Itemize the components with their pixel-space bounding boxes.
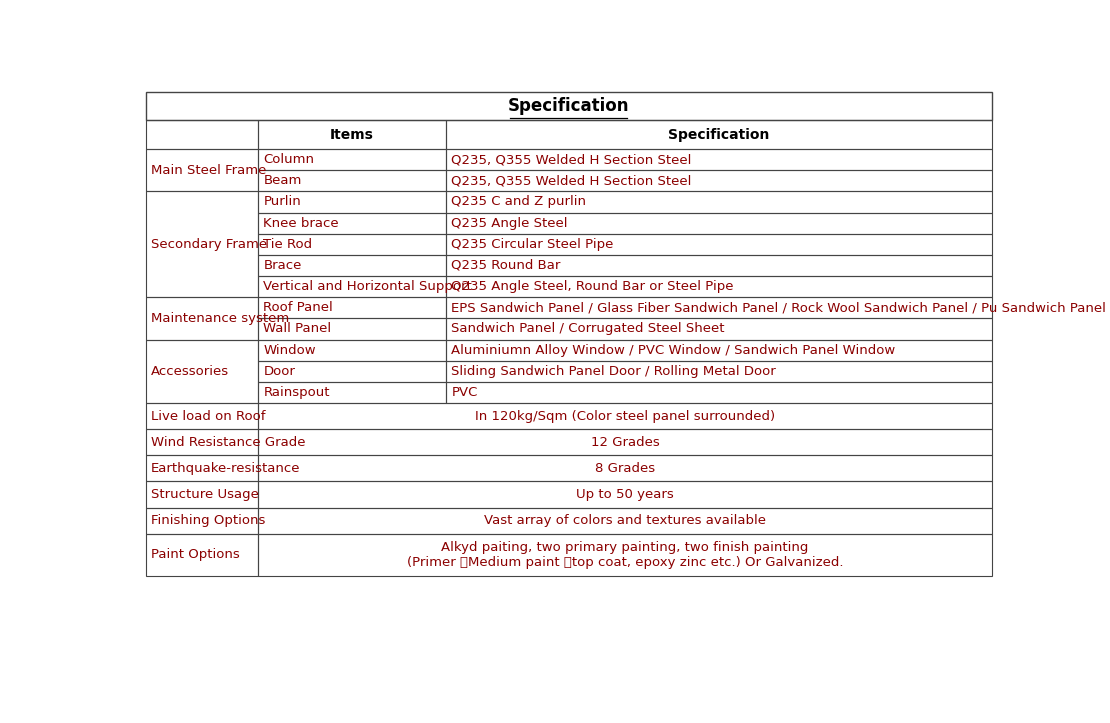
Bar xyxy=(446,255,992,276)
Text: Up to 50 years: Up to 50 years xyxy=(576,488,674,501)
Text: Secondary Frame: Secondary Frame xyxy=(151,238,266,251)
Text: Q235 Circular Steel Pipe: Q235 Circular Steel Pipe xyxy=(452,238,614,251)
Bar xyxy=(446,120,992,149)
Bar xyxy=(259,455,992,482)
Text: Wall Panel: Wall Panel xyxy=(263,322,332,335)
Bar xyxy=(145,149,259,192)
Text: Door: Door xyxy=(263,364,295,377)
Text: Alkyd paiting, two primary painting, two finish painting
(Primer 、Medium paint 、: Alkyd paiting, two primary painting, two… xyxy=(407,541,844,569)
Bar xyxy=(259,276,446,297)
Bar xyxy=(259,120,446,149)
Bar xyxy=(145,403,259,429)
Text: Specification: Specification xyxy=(668,128,770,142)
Text: Items: Items xyxy=(331,128,374,142)
Bar xyxy=(446,234,992,255)
Bar xyxy=(145,482,259,508)
Text: Rainspout: Rainspout xyxy=(263,386,330,399)
Bar xyxy=(446,361,992,382)
Bar xyxy=(259,149,446,171)
Text: Window: Window xyxy=(263,343,316,356)
Text: Q235 Round Bar: Q235 Round Bar xyxy=(452,259,561,272)
Text: Knee brace: Knee brace xyxy=(263,217,339,230)
Text: In 120kg/Sqm (Color steel panel surrounded): In 120kg/Sqm (Color steel panel surround… xyxy=(475,409,775,422)
Bar xyxy=(145,297,259,340)
Text: Column: Column xyxy=(263,153,314,166)
Bar xyxy=(145,93,992,120)
Text: Q235 Angle Steel: Q235 Angle Steel xyxy=(452,217,568,230)
Text: Aluminiumn Alloy Window / PVC Window / Sandwich Panel Window: Aluminiumn Alloy Window / PVC Window / S… xyxy=(452,343,896,356)
Bar xyxy=(259,534,992,576)
Text: Beam: Beam xyxy=(263,174,302,187)
Bar xyxy=(259,213,446,234)
Bar xyxy=(259,255,446,276)
Text: Accessories: Accessories xyxy=(151,364,229,377)
Bar xyxy=(446,297,992,318)
Text: Maintenance system: Maintenance system xyxy=(151,312,289,325)
Bar xyxy=(446,340,992,361)
Text: Brace: Brace xyxy=(263,259,302,272)
Bar xyxy=(259,297,446,318)
Bar xyxy=(259,508,992,534)
Text: Vast array of colors and textures available: Vast array of colors and textures availa… xyxy=(484,514,766,527)
Text: Q235, Q355 Welded H Section Steel: Q235, Q355 Welded H Section Steel xyxy=(452,153,692,166)
Bar xyxy=(145,508,259,534)
Bar xyxy=(259,340,446,361)
Text: Purlin: Purlin xyxy=(263,195,301,208)
Bar xyxy=(446,149,992,171)
Bar xyxy=(145,429,259,455)
Text: Wind Resistance Grade: Wind Resistance Grade xyxy=(151,436,305,449)
Bar xyxy=(446,192,992,213)
Bar xyxy=(259,361,446,382)
Text: Structure Usage: Structure Usage xyxy=(151,488,259,501)
Text: EPS Sandwich Panel / Glass Fiber Sandwich Panel / Rock Wool Sandwich Panel / Pu : EPS Sandwich Panel / Glass Fiber Sandwic… xyxy=(452,301,1110,315)
Bar xyxy=(259,382,446,403)
Bar xyxy=(145,340,259,403)
Text: PVC: PVC xyxy=(452,386,477,399)
Text: Paint Options: Paint Options xyxy=(151,548,240,561)
Bar xyxy=(446,318,992,340)
Bar xyxy=(145,192,259,297)
Text: Roof Panel: Roof Panel xyxy=(263,301,333,315)
Text: 8 Grades: 8 Grades xyxy=(595,462,655,475)
Text: Tie Rod: Tie Rod xyxy=(263,238,313,251)
Bar xyxy=(446,171,992,192)
Text: Earthquake-resistance: Earthquake-resistance xyxy=(151,462,301,475)
Bar xyxy=(259,234,446,255)
Bar xyxy=(145,455,259,482)
Bar xyxy=(259,171,446,192)
Text: Specification: Specification xyxy=(508,98,629,115)
Text: Live load on Roof: Live load on Roof xyxy=(151,409,265,422)
Bar xyxy=(259,403,992,429)
Bar xyxy=(446,213,992,234)
Text: 12 Grades: 12 Grades xyxy=(591,436,659,449)
Text: Q235, Q355 Welded H Section Steel: Q235, Q355 Welded H Section Steel xyxy=(452,174,692,187)
Text: Vertical and Horizontal Support: Vertical and Horizontal Support xyxy=(263,280,472,293)
Text: Main Steel Frame: Main Steel Frame xyxy=(151,164,266,176)
Bar xyxy=(259,482,992,508)
Bar xyxy=(145,120,259,149)
Bar xyxy=(446,382,992,403)
Bar xyxy=(446,276,992,297)
Bar xyxy=(259,318,446,340)
Bar xyxy=(145,534,259,576)
Bar xyxy=(259,192,446,213)
Text: Finishing Options: Finishing Options xyxy=(151,514,265,527)
Bar xyxy=(259,429,992,455)
Text: Sliding Sandwich Panel Door / Rolling Metal Door: Sliding Sandwich Panel Door / Rolling Me… xyxy=(452,364,776,377)
Text: Q235 C and Z purlin: Q235 C and Z purlin xyxy=(452,195,586,208)
Text: Q235 Angle Steel, Round Bar or Steel Pipe: Q235 Angle Steel, Round Bar or Steel Pip… xyxy=(452,280,734,293)
Text: Sandwich Panel / Corrugated Steel Sheet: Sandwich Panel / Corrugated Steel Sheet xyxy=(452,322,725,335)
